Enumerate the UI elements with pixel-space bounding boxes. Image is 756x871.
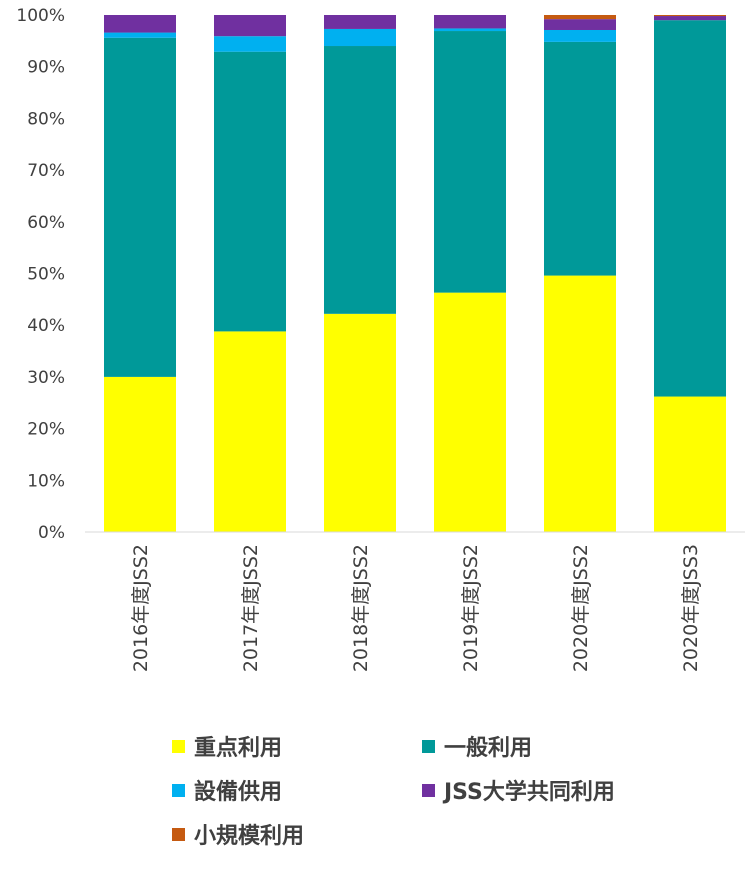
legend-swatch xyxy=(172,827,185,841)
bar-stack xyxy=(324,15,396,532)
bar-segment xyxy=(324,15,396,29)
bar-segment xyxy=(324,46,396,314)
legend-item: 小規模利用 xyxy=(172,816,304,852)
bar-stack xyxy=(214,15,286,532)
y-tick-label: 90% xyxy=(27,58,65,78)
legend-item: JSS大学共同利用 xyxy=(422,772,615,808)
x-category-label: 2016年度JSS2 xyxy=(130,544,152,672)
bar-segment xyxy=(324,28,396,47)
x-category-label: 2018年度JSS2 xyxy=(350,544,372,672)
bar-segment xyxy=(104,32,176,38)
bar-segment xyxy=(544,275,616,532)
bar-segment xyxy=(214,331,286,532)
bar-segment xyxy=(654,396,726,532)
bar-segment xyxy=(104,15,176,33)
bar-stack xyxy=(104,15,176,532)
y-tick-label: 60% xyxy=(27,213,65,233)
legend-swatch xyxy=(172,739,185,753)
x-axis: 2016年度JSS2 2017年度JSS2 2018年度JSS2 2019年度JSS2… xyxy=(85,531,745,672)
y-tick-label: 40% xyxy=(27,316,65,336)
bar-segment xyxy=(104,376,176,532)
bar-segment xyxy=(434,292,506,532)
legend-label: 重点利用 xyxy=(194,736,283,761)
y-tick-label: 50% xyxy=(27,265,65,285)
legend-swatch xyxy=(422,739,435,753)
bar-stack xyxy=(544,15,616,532)
y-tick-label: 20% xyxy=(27,420,65,440)
legend-label: JSS大学共同利用 xyxy=(444,780,615,805)
bar-stack xyxy=(654,15,726,532)
legend-label: 設備供用 xyxy=(194,780,283,805)
legend-swatch xyxy=(172,783,185,797)
bar-segment xyxy=(214,36,286,52)
bar-segment xyxy=(434,28,506,32)
bar-segment xyxy=(544,19,616,30)
bar-segment xyxy=(434,31,506,293)
y-tick-label: 70% xyxy=(27,161,65,181)
y-axis: 0% 10% 20% 30% 40% 50% 60% 70% 80% 90% 100% xyxy=(16,6,65,543)
bar-stack xyxy=(434,15,506,532)
bar-segment xyxy=(104,37,176,377)
legend-item: 設備供用 xyxy=(172,772,282,808)
y-tick-label: 10% xyxy=(27,471,65,491)
bar-segment xyxy=(654,20,726,397)
y-tick-label: 80% xyxy=(27,109,65,129)
bar-segment xyxy=(544,29,616,42)
legend-item: 一般利用 xyxy=(422,728,532,764)
bar-stacks xyxy=(104,15,726,532)
bar-segment xyxy=(324,313,396,532)
bar-segment xyxy=(654,16,726,21)
bar-segment xyxy=(214,51,286,332)
x-category-label: 2019年度JSS2 xyxy=(460,544,482,672)
y-tick-label: 100% xyxy=(16,6,65,26)
bar-segment xyxy=(544,41,616,276)
x-category-label: 2020年度JSS3 xyxy=(680,544,702,672)
legend-item: 重点利用 xyxy=(172,728,282,764)
y-tick-label: 30% xyxy=(27,368,65,388)
x-category-label: 2020年度JSS2 xyxy=(570,544,592,672)
bar-segment xyxy=(434,15,506,29)
bar-segment xyxy=(214,15,286,37)
bar-segment xyxy=(544,15,616,20)
plot-area: 0% 10% 20% 30% 40% 50% 60% 70% 80% 90% 100% 2016年度… xyxy=(16,6,745,672)
x-category-label: 2017年度JSS2 xyxy=(240,544,262,672)
legend-label: 一般利用 xyxy=(444,736,533,761)
y-tick-label: 0% xyxy=(38,523,65,543)
bar-segment xyxy=(654,15,726,17)
legend-swatch xyxy=(422,783,435,797)
legend-label: 小規模利用 xyxy=(194,824,305,849)
